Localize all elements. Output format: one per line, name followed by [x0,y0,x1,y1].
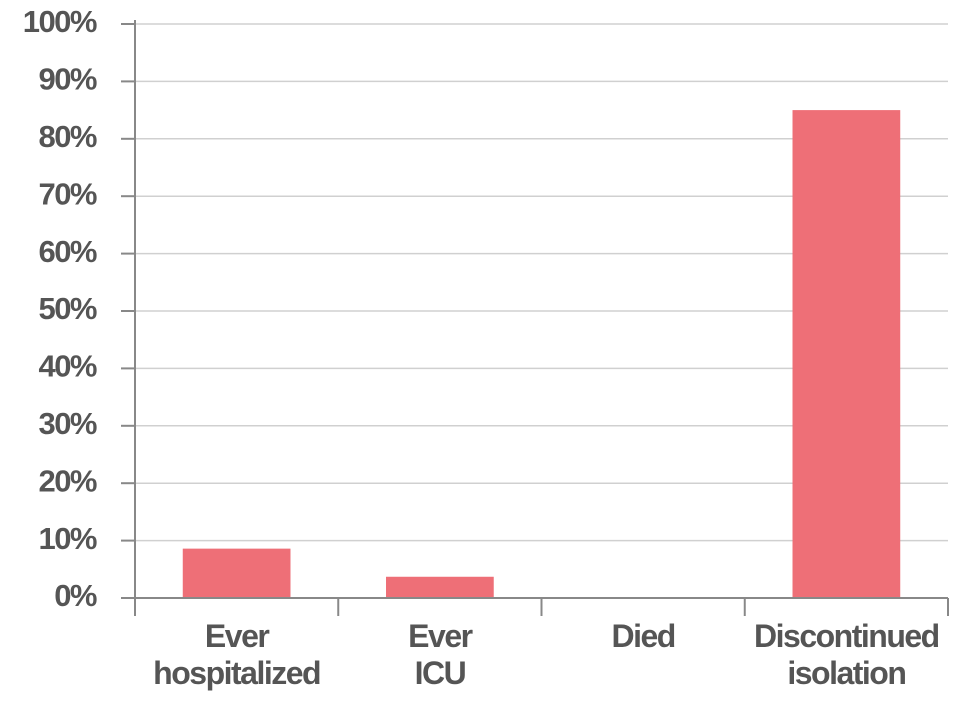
x-tick-label: Discontinued isolation [754,618,940,691]
y-tick-label: 20% [38,463,96,498]
y-tick-label: 0% [54,578,97,613]
y-tick-label: 40% [38,349,96,384]
y-tick-label: 90% [38,62,96,97]
y-tick-label: 10% [38,521,96,556]
bar [182,548,291,598]
bar [386,576,494,598]
x-tick-label: Ever hospitalized [153,618,321,691]
x-tick-label: Died [611,618,676,654]
bar [792,110,901,598]
y-tick-label: 80% [38,119,96,154]
y-tick-label: 100% [23,4,97,39]
x-tick-label: Ever ICU [408,618,473,691]
y-tick-label: 70% [38,176,96,211]
y-tick-label: 50% [38,291,96,326]
y-tick-label: 60% [38,234,96,269]
y-tick-label: 30% [38,406,96,441]
